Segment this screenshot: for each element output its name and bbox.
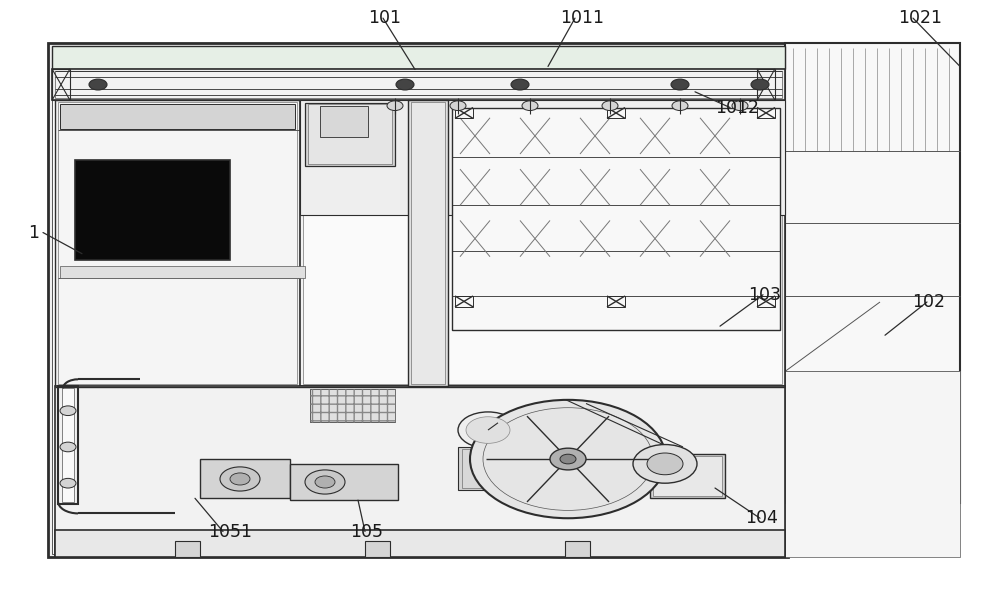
Bar [565,541,590,557]
Text: 1: 1 [28,223,39,242]
Bar [175,541,200,557]
Circle shape [387,101,403,111]
Bar [52,46,785,69]
Circle shape [633,445,697,483]
Bar [408,100,448,386]
Bar [303,102,782,384]
Bar [300,100,785,215]
Bar [58,102,297,384]
Text: 104: 104 [745,509,778,527]
Circle shape [60,406,76,416]
Circle shape [732,101,748,111]
Bar [455,296,473,307]
Circle shape [550,448,586,470]
Bar [757,108,775,118]
Bar [455,108,473,118]
Bar [785,371,960,557]
Text: 1021: 1021 [898,9,942,27]
Circle shape [315,476,335,488]
Bar [320,106,368,137]
Bar [52,69,70,100]
Bar [290,464,398,500]
Circle shape [647,453,683,475]
Bar [58,386,78,504]
Circle shape [60,442,76,452]
Text: 105: 105 [350,522,383,541]
Bar [60,266,305,278]
Bar [757,296,775,307]
Bar [458,447,500,490]
Circle shape [751,79,769,90]
Circle shape [220,467,260,491]
Bar [607,108,625,118]
Circle shape [511,79,529,90]
Bar [305,103,395,166]
Circle shape [305,470,345,494]
Text: 102: 102 [912,293,945,311]
Circle shape [466,417,510,443]
Bar [75,160,230,260]
Circle shape [458,412,518,448]
Bar [650,454,725,498]
Circle shape [89,79,107,90]
Bar [200,459,290,498]
Circle shape [230,473,250,485]
Bar [365,541,390,557]
Circle shape [602,101,618,111]
Bar [60,104,295,129]
Bar [308,104,392,164]
Bar [785,43,960,503]
Circle shape [450,101,466,111]
Bar [607,296,625,307]
Bar [757,69,775,100]
Circle shape [470,400,666,518]
Bar [52,69,785,100]
Text: 1011: 1011 [560,9,604,27]
Bar [48,43,788,557]
Bar [310,389,395,422]
Bar [55,100,300,386]
Bar [411,102,445,384]
Bar [55,386,785,557]
Text: 101: 101 [368,9,401,27]
Bar [62,388,74,502]
Bar [462,449,496,488]
Text: 1051: 1051 [208,522,252,541]
Bar [310,389,395,422]
Text: 1012: 1012 [715,98,759,117]
Text: 103: 103 [748,286,781,304]
Bar [55,71,782,98]
Bar [452,108,780,330]
Circle shape [671,79,689,90]
Bar [52,46,784,554]
Bar [300,100,785,386]
Circle shape [396,79,414,90]
Circle shape [60,478,76,488]
Bar [55,530,785,557]
Circle shape [522,101,538,111]
Circle shape [560,454,576,464]
Bar [653,456,722,496]
Circle shape [672,101,688,111]
